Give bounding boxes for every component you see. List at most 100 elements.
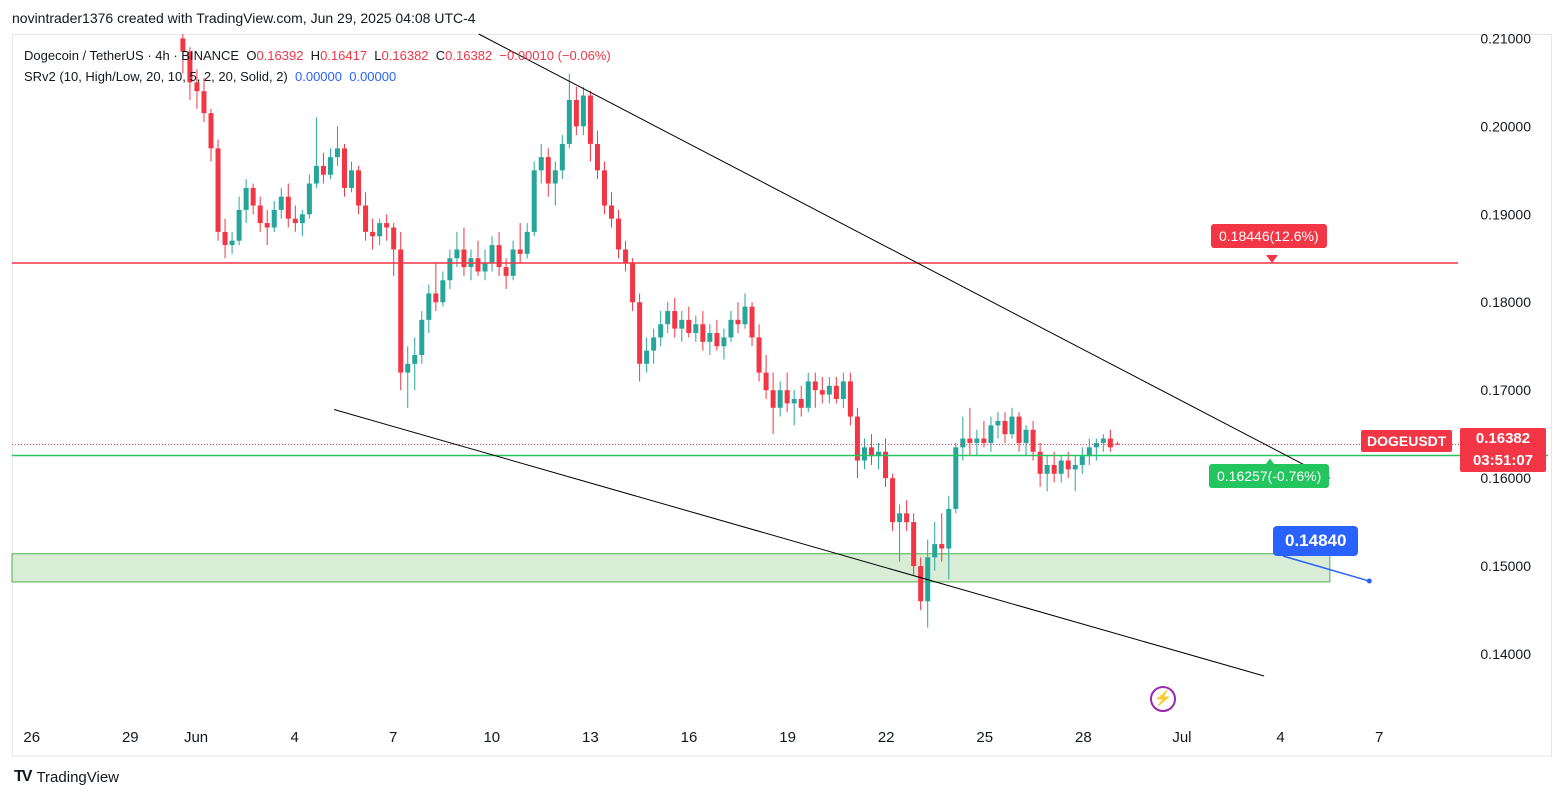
candle-body — [180, 38, 186, 52]
candle — [587, 91, 593, 162]
candle-body — [320, 165, 326, 175]
candle-body — [714, 333, 720, 347]
footer: TV TradingView — [14, 768, 119, 786]
candle — [742, 293, 748, 329]
candle-body — [243, 187, 249, 210]
candle-body — [791, 398, 797, 404]
candle-body — [440, 280, 446, 303]
candle — [594, 130, 600, 180]
candle — [763, 355, 769, 399]
candle — [489, 236, 495, 272]
candle-body — [341, 148, 347, 188]
candle-body — [616, 218, 622, 250]
last-price-tag: 0.16382 03:51:07 — [1460, 428, 1546, 472]
candle — [320, 152, 326, 184]
candle — [327, 148, 333, 180]
candle-body — [1114, 443, 1120, 445]
open-label: O — [246, 48, 257, 63]
candle-body — [749, 306, 755, 338]
candle-body — [391, 227, 397, 250]
low-label: L — [374, 48, 382, 63]
candle — [524, 223, 530, 259]
candle — [756, 324, 762, 382]
candle-body — [1044, 464, 1050, 474]
candle — [1044, 456, 1050, 492]
candle — [201, 77, 207, 122]
flash-icon[interactable]: ⚡ — [1150, 686, 1176, 712]
candle-body — [517, 249, 523, 254]
candle-body — [665, 311, 671, 325]
candle-body — [939, 544, 945, 549]
candle-body — [264, 223, 270, 228]
candle — [918, 557, 924, 611]
candle — [419, 311, 425, 364]
candle — [1058, 456, 1064, 483]
candle-body — [601, 170, 607, 206]
candle-body — [904, 513, 910, 523]
candle-body — [580, 95, 586, 127]
candle-body — [847, 381, 853, 417]
x-tick-label: Jun — [184, 729, 208, 746]
chart-legend: Dogecoin / TetherUS · 4h · BINANCE O0.16… — [24, 45, 611, 87]
candle-body — [876, 451, 882, 457]
candle — [1100, 434, 1106, 452]
position-price-tag[interactable]: 0.14840 — [1273, 526, 1359, 556]
candle-body — [763, 372, 769, 391]
candle — [1037, 442, 1043, 487]
candle — [665, 302, 671, 334]
candle — [897, 504, 903, 562]
candle — [250, 183, 256, 215]
candle-body — [398, 249, 404, 373]
high-value: 0.16417 — [320, 48, 368, 63]
candle-body — [756, 337, 762, 373]
candle — [1016, 412, 1022, 452]
candle-body — [988, 425, 994, 443]
candle-body — [609, 205, 615, 219]
candle-body — [461, 249, 467, 268]
x-tick-label: 26 — [23, 729, 40, 746]
candle — [616, 209, 622, 259]
candle-body — [953, 447, 959, 509]
candle — [1009, 407, 1015, 439]
candle — [770, 372, 776, 435]
candle — [735, 302, 741, 334]
attribution-text: novintrader1376 created with TradingView… — [12, 10, 476, 26]
candle-body — [377, 223, 383, 237]
candle-body — [215, 148, 221, 232]
candle — [1023, 425, 1029, 457]
candle — [812, 372, 818, 408]
candle — [580, 86, 586, 136]
resistance-target-tag[interactable]: 0.18446(12.6%) — [1211, 224, 1327, 248]
candle-body — [363, 205, 369, 232]
candle — [925, 539, 931, 628]
candle — [496, 231, 502, 276]
candle-body — [981, 438, 987, 443]
candle — [398, 231, 404, 391]
candle — [658, 311, 664, 347]
candle-body — [833, 385, 839, 399]
candle-body — [201, 91, 207, 114]
candle — [257, 196, 263, 232]
candle-body — [637, 302, 643, 364]
candle — [932, 522, 938, 571]
candle-body — [946, 508, 952, 549]
candle — [180, 34, 186, 74]
candle-body — [1009, 416, 1015, 435]
candle — [953, 442, 959, 514]
candle-body — [405, 363, 411, 373]
candle-body — [784, 390, 790, 404]
x-tick-label: 7 — [389, 729, 397, 746]
candle — [1051, 451, 1057, 483]
chart-frame — [12, 34, 1552, 757]
candle — [552, 161, 558, 206]
candle-body — [868, 447, 874, 457]
demand-zone — [11, 553, 1331, 583]
x-tick-label: Jul — [1172, 729, 1191, 746]
candle — [264, 209, 270, 246]
candle — [1114, 441, 1120, 445]
candle-body — [447, 258, 453, 281]
support-target-tag[interactable]: 0.16257(-0.76%) — [1209, 464, 1330, 488]
y-tick-label: 0.20000 — [1480, 118, 1531, 134]
candle — [637, 293, 643, 382]
